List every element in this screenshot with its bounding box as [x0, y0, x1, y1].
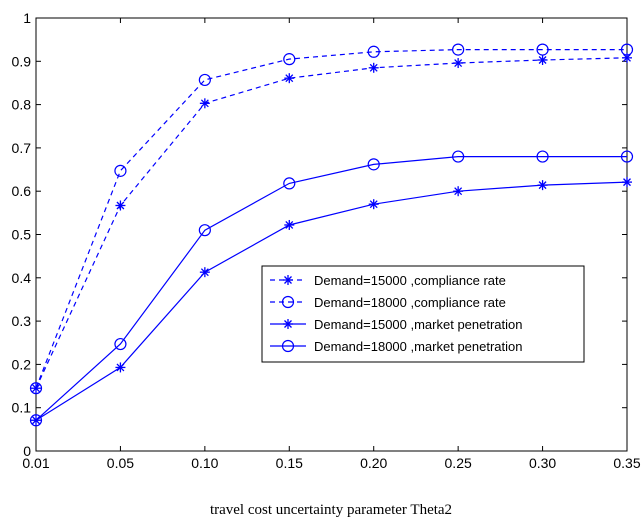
star-marker	[284, 219, 295, 230]
circle-marker	[452, 43, 465, 56]
circle-marker	[536, 150, 549, 163]
y-tick-label: 0.6	[12, 183, 32, 199]
y-tick-label: 0.1	[12, 400, 32, 416]
circle-marker	[283, 177, 296, 190]
series-line	[35, 48, 627, 389]
series-4	[29, 150, 634, 427]
series-line	[35, 181, 628, 421]
circle-marker	[620, 43, 634, 56]
axes: 0 0.1 0.2 0.3 0.4 0.5 0.6 0.7 0.8 0.9 1 0.01 0.05 0.1…	[12, 10, 641, 471]
circle-marker	[114, 164, 127, 177]
x-tick-label: 0.25	[445, 455, 472, 471]
circle-marker	[367, 45, 380, 58]
star-marker	[537, 180, 548, 191]
circle-marker	[536, 43, 549, 56]
circle-marker	[281, 295, 295, 309]
star-marker	[199, 98, 210, 109]
legend-label: Demand=15000 ,compliance rate	[314, 273, 506, 288]
circle-marker	[29, 382, 43, 395]
legend-label: Demand=15000 ,market penetration	[314, 317, 523, 332]
y-tick-label: 0	[23, 443, 31, 459]
star-marker	[453, 186, 464, 197]
circle-marker	[198, 73, 211, 87]
series-2	[29, 43, 634, 395]
y-tick-label: 0.9	[12, 53, 32, 69]
legend-label: Demand=18000 ,market penetration	[314, 339, 523, 354]
star-marker	[284, 73, 295, 84]
x-tick-label: 0.20	[360, 455, 387, 471]
star-marker	[537, 55, 548, 66]
x-tick-label: 0.35	[613, 455, 640, 471]
star-marker	[622, 52, 632, 63]
star-marker	[368, 199, 379, 210]
y-tick-label: 0.4	[12, 270, 32, 286]
x-axis-title: travel cost uncertainty parameter Theta2	[210, 502, 452, 518]
circle-marker	[198, 224, 211, 237]
star-marker	[199, 267, 210, 278]
star-marker	[115, 362, 126, 373]
circle-marker	[29, 414, 43, 427]
y-tick-label: 0.5	[12, 227, 32, 243]
circle-marker	[452, 150, 465, 163]
y-tick-label: 0.2	[12, 356, 32, 372]
x-tick-label: 0.10	[191, 455, 218, 471]
circle-marker	[283, 53, 296, 66]
series-line	[35, 156, 627, 421]
star-marker	[622, 177, 632, 188]
circle-marker	[367, 158, 380, 171]
plot-area	[35, 17, 628, 452]
legend-entry: Demand=15000 ,compliance rate	[270, 273, 506, 288]
legend-entry: Demand=15000 ,market penetration	[270, 317, 523, 332]
legend: Demand=15000 ,compliance rate Demand=1800…	[261, 265, 585, 363]
series-line	[35, 57, 628, 389]
y-tick-label: 0.8	[12, 97, 32, 113]
star-marker	[283, 275, 293, 285]
circle-marker	[114, 337, 127, 351]
x-tick-label: 0.15	[276, 455, 303, 471]
x-tick-label: 0.05	[107, 455, 134, 471]
y-tick-label: 0.3	[12, 313, 32, 329]
series-3	[31, 177, 632, 426]
star-marker	[31, 383, 41, 394]
series-layer	[29, 43, 634, 427]
x-tick-label: 0.30	[529, 455, 556, 471]
star-marker	[453, 58, 464, 69]
circle-marker	[281, 339, 295, 353]
series-1	[31, 52, 632, 394]
star-marker	[368, 62, 379, 73]
circle-marker	[620, 150, 634, 163]
legend-label: Demand=18000 ,compliance rate	[314, 295, 506, 310]
legend-entry: Demand=18000 ,market penetration	[270, 339, 523, 354]
star-marker	[283, 319, 293, 329]
y-tick-label: 0.7	[12, 140, 32, 156]
x-tick-label: 0.01	[22, 455, 49, 471]
star-marker	[115, 200, 126, 211]
legend-entry: Demand=18000 ,compliance rate	[270, 295, 506, 310]
legend-box	[261, 265, 585, 363]
y-tick-label: 1	[23, 10, 31, 26]
